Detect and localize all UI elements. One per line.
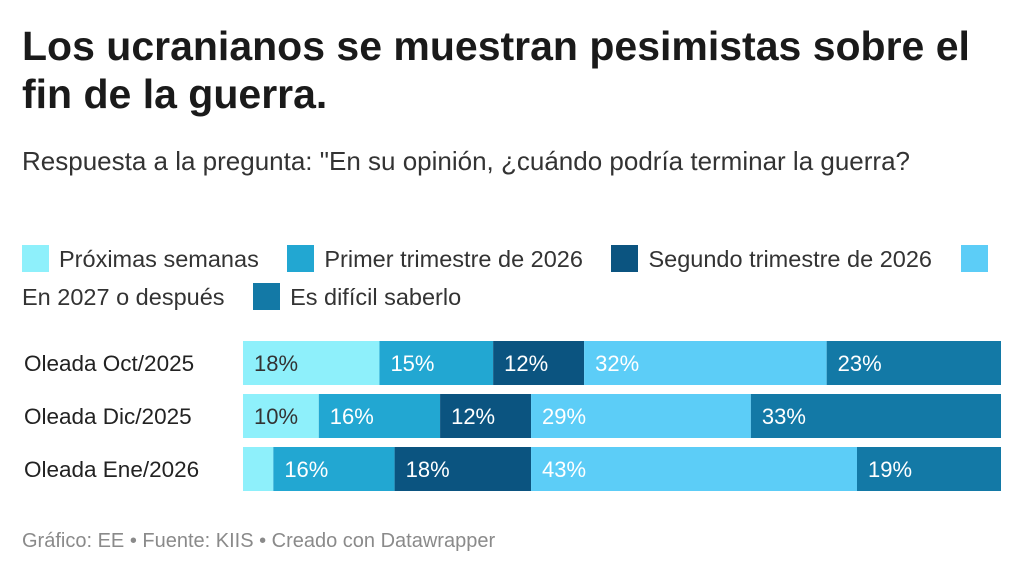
legend-item: Próximas semanas <box>22 245 281 272</box>
data-label: 12% <box>504 351 548 376</box>
bar-segment <box>750 394 1001 438</box>
data-label: 29% <box>542 404 586 429</box>
bar-segment <box>243 447 274 491</box>
legend-item: Es difícil saberlo <box>253 283 483 310</box>
bar-segment <box>394 447 532 491</box>
data-label: 19% <box>868 457 912 482</box>
data-label: 33% <box>762 404 806 429</box>
bar-segment <box>856 447 1001 491</box>
legend-item: Primer trimestre de 2026 <box>287 245 605 272</box>
data-label: 16% <box>284 457 328 482</box>
data-label: 15% <box>390 351 434 376</box>
legend-swatch <box>960 245 988 272</box>
bar-segment <box>243 394 319 438</box>
legend-swatch <box>611 245 639 272</box>
data-label: 32% <box>595 351 639 376</box>
stacked-bar-chart: Oleada Oct/2025 18% 15% 12% 32% 23% Oleada Dic… <box>24 341 1001 491</box>
data-label: 18% <box>406 457 450 482</box>
chart-footer: Gráfico: EE • Fuente: KIIS • Creado con … <box>22 530 496 552</box>
bar-segment <box>584 341 827 385</box>
bar-segment <box>318 394 441 438</box>
bar-segment <box>243 341 380 385</box>
data-label: 10% <box>254 404 298 429</box>
row-label: Oleada Ene/2026 <box>24 457 199 482</box>
bar-segment <box>493 341 585 385</box>
bar-segment <box>379 341 494 385</box>
legend-label: Segundo trimestre de 2026 <box>648 246 932 272</box>
legend-label: Primer trimestre de 2026 <box>324 246 583 272</box>
data-label: 18% <box>254 351 298 376</box>
bar-segment <box>531 394 751 438</box>
chart-legend: Próximas semanas Primer trimestre de 202… <box>22 240 1012 316</box>
bar-segment <box>826 341 1001 385</box>
legend-label: En 2027 o después <box>22 284 225 310</box>
data-label: 16% <box>330 404 374 429</box>
chart-title: Los ucranianos se muestran pesimistas so… <box>22 23 970 117</box>
legend-swatch <box>253 283 281 310</box>
legend-label: Es difícil saberlo <box>290 284 462 310</box>
row-label: Oleada Oct/2025 <box>24 351 194 376</box>
row-label: Oleada Dic/2025 <box>24 404 192 429</box>
chart-subtitle: Respuesta a la pregunta: "En su opinión,… <box>22 146 910 176</box>
data-label: 23% <box>838 351 882 376</box>
bar-segment <box>273 447 395 491</box>
legend-item: En 2027 o después <box>22 245 998 310</box>
legend-item: Segundo trimestre de 2026 <box>611 245 954 272</box>
bar-segment <box>440 394 532 438</box>
legend-swatch <box>287 245 315 272</box>
legend-label: Próximas semanas <box>59 246 259 272</box>
legend-swatch <box>22 245 49 272</box>
data-label: 12% <box>451 404 495 429</box>
data-label: 43% <box>542 457 586 482</box>
bar-segment <box>531 447 857 491</box>
